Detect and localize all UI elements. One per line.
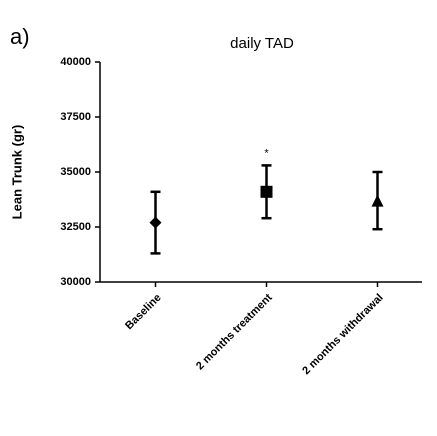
- chart-title: daily TAD: [230, 35, 294, 52]
- panel-label: a): [10, 24, 30, 49]
- y-tick-label: 35000: [60, 166, 91, 178]
- x-tick-label: Baseline: [123, 292, 163, 332]
- x-tick-label: 2 months treatment: [194, 291, 275, 372]
- y-tick-label: 32500: [60, 221, 91, 233]
- marker: [260, 185, 273, 198]
- marker: [371, 194, 384, 207]
- y-tick-label: 40000: [60, 56, 91, 68]
- y-tick-label: 37500: [60, 111, 91, 123]
- marker: [149, 216, 162, 229]
- annotation: *: [264, 147, 269, 159]
- y-axis-label: Lean Trunk (gr): [9, 125, 24, 220]
- x-tick-label: 2 months withdrawal: [300, 292, 385, 377]
- y-tick-label: 30000: [60, 276, 91, 288]
